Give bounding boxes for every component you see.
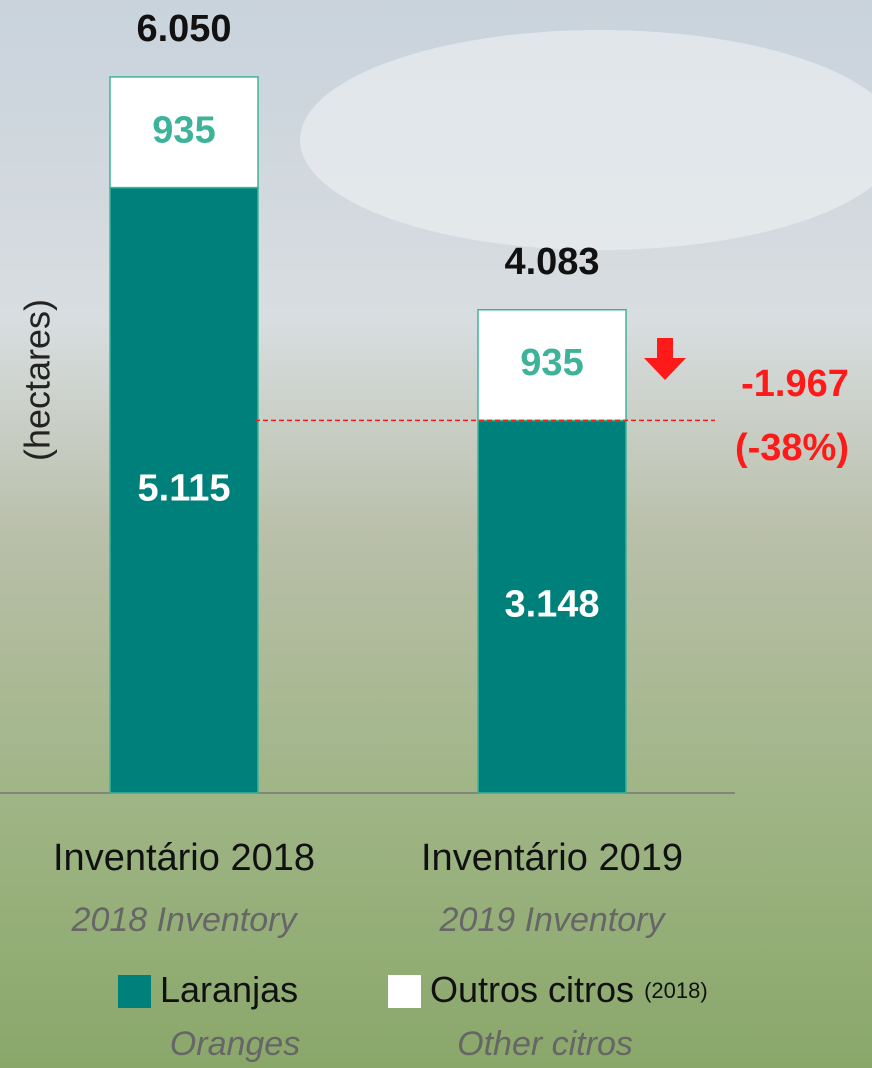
value-label: 935	[520, 342, 583, 384]
total-label: 6.050	[136, 8, 231, 50]
legend-name: Laranjas	[160, 969, 298, 1010]
legend-label: Laranjas	[160, 969, 298, 1010]
category-label: Inventário 2019	[421, 837, 683, 879]
legend-translation: Oranges	[170, 1025, 300, 1063]
legend-translation: Other citros	[457, 1025, 633, 1063]
category-label: Inventário 2018	[53, 837, 315, 879]
cloud	[300, 30, 872, 250]
value-label: 5.115	[138, 467, 231, 509]
bar-segment	[109, 76, 259, 189]
legend-label: Outros citros (2018)	[430, 969, 708, 1010]
bar-segment	[109, 186, 259, 794]
bar-segment	[477, 419, 627, 794]
difference-label: -1.967	[741, 363, 849, 405]
category-subtitle: 2018 Inventory	[71, 901, 299, 939]
category-subtitle: 2019 Inventory	[439, 901, 667, 939]
total-label: 4.083	[504, 241, 599, 283]
legend-swatch	[118, 975, 151, 1008]
value-label: 935	[152, 109, 215, 151]
y-axis-label: (hectares)	[17, 299, 58, 461]
percent-label: (-38%)	[735, 427, 849, 469]
legend-name: Outros citros	[430, 969, 634, 1010]
legend-swatch	[388, 975, 421, 1008]
value-label: 3.148	[504, 584, 599, 626]
legend-note: (2018)	[644, 978, 708, 1003]
bar-segment	[477, 308, 627, 422]
down-arrow	[644, 338, 686, 380]
